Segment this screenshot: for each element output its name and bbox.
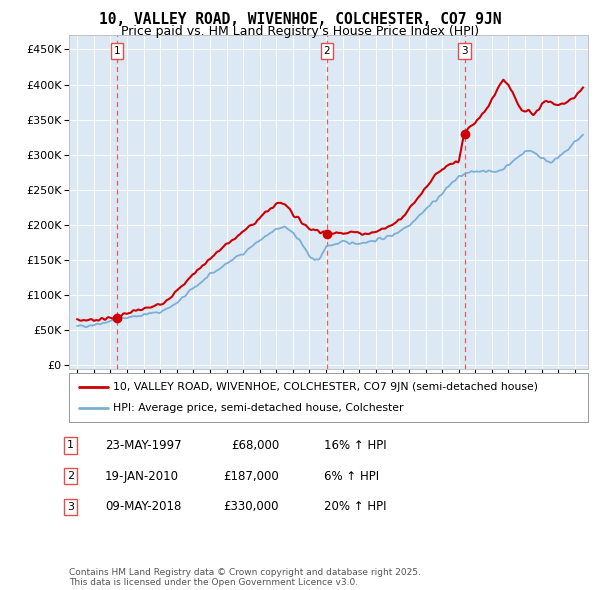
Text: Price paid vs. HM Land Registry's House Price Index (HPI): Price paid vs. HM Land Registry's House … [121, 25, 479, 38]
Text: Contains HM Land Registry data © Crown copyright and database right 2025.
This d: Contains HM Land Registry data © Crown c… [69, 568, 421, 587]
Text: £187,000: £187,000 [223, 470, 279, 483]
Text: 1: 1 [113, 46, 120, 56]
Text: 3: 3 [461, 46, 468, 56]
Text: 20% ↑ HPI: 20% ↑ HPI [324, 500, 386, 513]
Text: 3: 3 [67, 502, 74, 512]
Text: 6% ↑ HPI: 6% ↑ HPI [324, 470, 379, 483]
Text: 23-MAY-1997: 23-MAY-1997 [105, 439, 182, 452]
Text: 19-JAN-2010: 19-JAN-2010 [105, 470, 179, 483]
Text: 09-MAY-2018: 09-MAY-2018 [105, 500, 181, 513]
Text: HPI: Average price, semi-detached house, Colchester: HPI: Average price, semi-detached house,… [113, 404, 404, 414]
Text: 2: 2 [323, 46, 330, 56]
Text: 16% ↑ HPI: 16% ↑ HPI [324, 439, 386, 452]
Text: 2: 2 [67, 471, 74, 481]
Text: 10, VALLEY ROAD, WIVENHOE, COLCHESTER, CO7 9JN: 10, VALLEY ROAD, WIVENHOE, COLCHESTER, C… [99, 12, 501, 27]
Text: £330,000: £330,000 [223, 500, 279, 513]
Text: 10, VALLEY ROAD, WIVENHOE, COLCHESTER, CO7 9JN (semi-detached house): 10, VALLEY ROAD, WIVENHOE, COLCHESTER, C… [113, 382, 538, 392]
Text: £68,000: £68,000 [231, 439, 279, 452]
Text: 1: 1 [67, 441, 74, 450]
